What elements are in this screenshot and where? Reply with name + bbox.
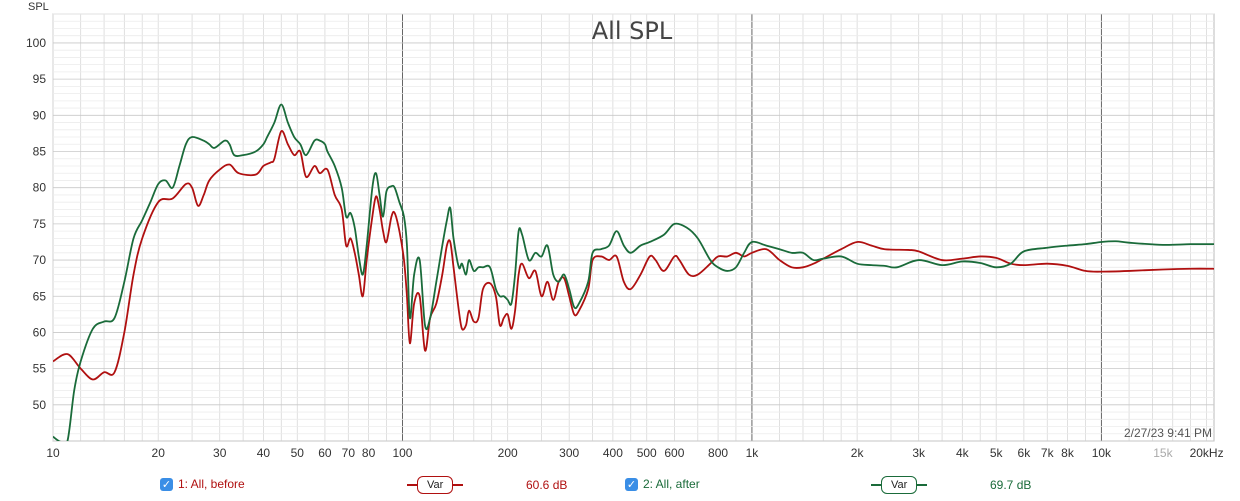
y-tick-label: 65 — [33, 289, 47, 303]
line-swatch-icon — [871, 484, 881, 486]
x-tick-label: 7k — [1041, 446, 1055, 460]
y-axis: 50 55 60 65 70 75 80 85 90 95 100 — [26, 36, 46, 412]
grid — [52, 13, 1214, 442]
legend-label-after: 2: All, after — [643, 477, 700, 491]
line-swatch-icon — [917, 484, 928, 486]
y-tick-label: 55 — [33, 362, 47, 376]
line-swatch-icon — [407, 484, 417, 486]
x-tick-label: 80 — [362, 446, 376, 460]
var-label-after: Var — [881, 476, 918, 494]
line-swatch-icon — [453, 484, 464, 486]
checkbox-icon[interactable]: ✓ — [160, 477, 173, 491]
y-tick-label: 50 — [33, 398, 47, 412]
y-tick-label: 75 — [33, 217, 47, 231]
x-tick-label: 4k — [956, 446, 970, 460]
x-tick-label: 10k — [1092, 446, 1112, 460]
x-tick-label: 10 — [46, 446, 60, 460]
y-tick-label: 85 — [33, 145, 47, 159]
x-tick-label: 20 — [152, 446, 166, 460]
x-tick-label: 500 — [637, 446, 657, 460]
y-tick-label: 100 — [26, 36, 46, 50]
x-tick-label: 6k — [1018, 446, 1032, 460]
y-tick-label: 80 — [33, 181, 47, 195]
chart-title: All SPL — [592, 17, 673, 45]
series-before-line — [53, 130, 1214, 381]
y-tick-label: 95 — [33, 72, 47, 86]
x-tick-label: 8k — [1061, 446, 1075, 460]
x-tick-label: 60 — [318, 446, 332, 460]
var-button-after[interactable]: Var — [871, 476, 928, 494]
timestamp: 2/27/23 9:41 PM — [1124, 426, 1212, 440]
y-tick-label: 60 — [33, 325, 47, 339]
x-tick-label: 15k — [1153, 446, 1173, 460]
var-label-before: Var — [417, 476, 454, 494]
checkbox-icon[interactable]: ✓ — [625, 477, 638, 491]
x-tick-label: 50 — [291, 446, 305, 460]
series-after-line — [53, 103, 1214, 441]
x-tick-label: 5k — [990, 446, 1004, 460]
legend-label-before: 1: All, before — [178, 477, 245, 491]
x-tick-label: 3k — [912, 446, 926, 460]
legend-item-after[interactable]: ✓ 2: All, after — [625, 477, 700, 491]
plot-area[interactable] — [52, 13, 1215, 442]
x-tick-label: 200 — [498, 446, 518, 460]
x-tick-label: 600 — [664, 446, 684, 460]
var-button-before[interactable]: Var — [407, 476, 464, 494]
x-tick-label: 800 — [708, 446, 728, 460]
x-axis: 10 20 30 40 50 60 70 80 100 200 300 400 500 600 800 1k 2… — [46, 446, 1223, 460]
x-tick-label: 2k — [851, 446, 865, 460]
x-tick-label: 40 — [257, 446, 271, 460]
var-value-before: 60.6 dB — [526, 478, 568, 492]
x-tick-label: 300 — [559, 446, 579, 460]
series-layer — [53, 103, 1214, 441]
x-tick-label: 100 — [392, 446, 412, 460]
x-tick-label: 30 — [213, 446, 227, 460]
y-tick-label: 90 — [33, 108, 47, 122]
x-tick-label: 70 — [342, 446, 356, 460]
x-tick-label: 1k — [746, 446, 760, 460]
legend: ✓ 1: All, before Var 60.6 dB ✓ 2: All, a… — [0, 475, 1240, 497]
var-value-after: 69.7 dB — [990, 478, 1032, 492]
y-axis-label: SPL — [28, 1, 49, 13]
x-tick-label: 400 — [603, 446, 623, 460]
x-tick-label: 20kHz — [1190, 446, 1224, 460]
legend-item-before[interactable]: ✓ 1: All, before — [160, 477, 245, 491]
y-tick-label: 70 — [33, 253, 47, 267]
